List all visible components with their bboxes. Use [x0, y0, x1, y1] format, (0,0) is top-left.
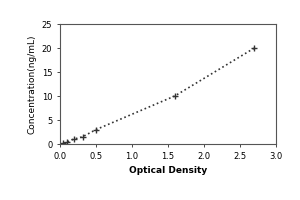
Y-axis label: Concentration(ng/mL): Concentration(ng/mL) [27, 34, 36, 134]
X-axis label: Optical Density: Optical Density [129, 166, 207, 175]
